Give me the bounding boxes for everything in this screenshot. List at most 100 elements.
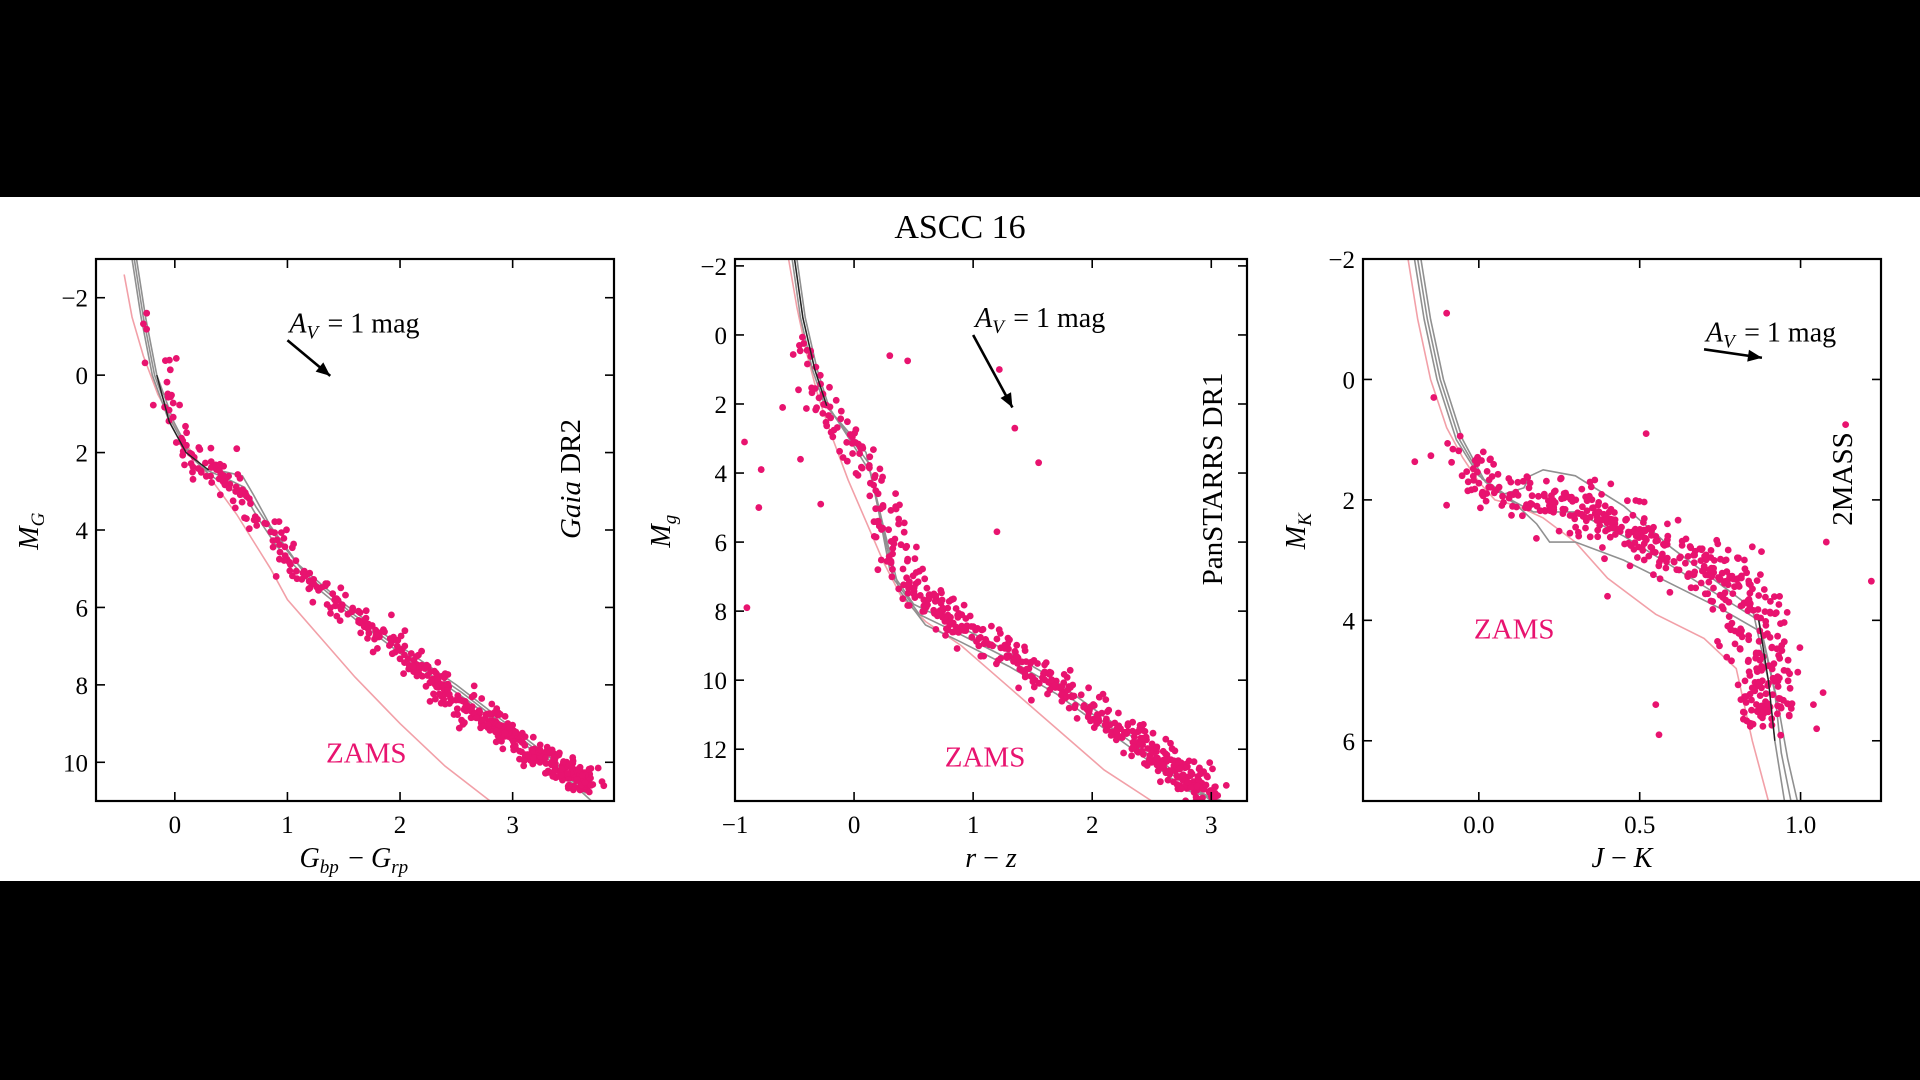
star-point (1755, 592, 1763, 599)
star-point (914, 578, 922, 586)
x-tick-label: 1.0 (1785, 812, 1816, 839)
star-point (1551, 499, 1559, 507)
star-point (454, 711, 461, 718)
star-point (1682, 535, 1690, 543)
star-point (426, 698, 434, 705)
star-point (1042, 659, 1050, 666)
star-point (1731, 627, 1739, 635)
star-point (1583, 507, 1591, 515)
star-point (166, 356, 173, 364)
x-tick-label: −1 (722, 812, 749, 839)
star-point (1758, 548, 1765, 555)
star-point (1742, 693, 1750, 700)
star-point (1458, 472, 1466, 480)
star-point (1176, 765, 1184, 773)
star-point (1444, 440, 1451, 447)
star-point (407, 650, 415, 657)
star-point (920, 596, 928, 604)
star-point (1822, 538, 1830, 546)
star-point (1652, 701, 1660, 709)
star-point (1716, 576, 1724, 583)
star-point (292, 567, 300, 575)
y-tick-label: 2 (715, 392, 728, 419)
star-point (1555, 527, 1563, 535)
star-point (1071, 704, 1079, 712)
star-point (905, 580, 912, 588)
star-point (1479, 448, 1487, 456)
figure-panel: ASCC 16 0 1 2 3 −2 0 2 4 6 8 10 Gbp − Grp MG AV = 1… (0, 197, 1920, 881)
star-point (1048, 676, 1055, 684)
star-point (216, 460, 224, 468)
star-point (1469, 465, 1477, 473)
star-point (995, 366, 1003, 373)
star-point (1069, 681, 1077, 689)
x-tick-label: 3 (1205, 812, 1218, 839)
star-point (1085, 684, 1092, 692)
star-points (741, 333, 1230, 801)
star-point (1776, 655, 1784, 662)
star-point (892, 490, 899, 497)
star-point (887, 507, 895, 514)
star-point (922, 603, 930, 611)
star-point (1209, 765, 1216, 773)
star-point (166, 366, 174, 374)
star-point (1664, 520, 1671, 528)
star-point (1463, 468, 1471, 475)
star-point (424, 672, 431, 679)
star-point (1561, 506, 1569, 513)
star-point (1713, 536, 1721, 544)
star-point (495, 722, 503, 729)
star-point (1737, 625, 1744, 633)
star-point (1756, 680, 1763, 688)
star-point (1734, 554, 1741, 562)
star-point (1640, 556, 1648, 564)
star-point (1777, 731, 1785, 739)
star-point (1519, 477, 1527, 485)
axes-frame (1361, 257, 1883, 803)
star-point (843, 457, 851, 465)
star-point (361, 615, 369, 623)
star-point (1760, 586, 1768, 593)
star-point (276, 548, 284, 556)
star-point (870, 533, 878, 540)
star-point (1131, 729, 1139, 737)
star-point (1557, 475, 1564, 483)
star-point (1523, 473, 1531, 480)
star-point (1745, 636, 1753, 644)
star-point (365, 620, 372, 628)
star-point (374, 645, 381, 652)
star-point (1533, 535, 1540, 542)
y-axis-label: MG (14, 510, 49, 550)
star-point (234, 471, 242, 478)
star-point (560, 758, 567, 765)
star-point (216, 491, 224, 499)
star-point (506, 724, 513, 732)
star-point (1786, 684, 1794, 692)
star-point (397, 632, 405, 640)
star-point (355, 607, 362, 615)
star-point (1133, 747, 1141, 755)
star-point (1616, 528, 1624, 535)
star-point (194, 465, 202, 472)
star-point (267, 528, 275, 536)
star-point (401, 627, 409, 635)
star-point (149, 401, 157, 409)
star-point (479, 722, 487, 730)
star-point (1207, 787, 1214, 794)
y-tick-label: 4 (1343, 608, 1356, 635)
star-point (1168, 745, 1176, 753)
star-point (1594, 533, 1602, 541)
star-point (569, 754, 577, 761)
star-point (1464, 478, 1472, 486)
star-point (183, 429, 191, 437)
star-point (852, 470, 860, 477)
star-point (386, 635, 394, 643)
star-point (1479, 490, 1486, 498)
star-point (470, 682, 478, 690)
star-point (1761, 608, 1769, 615)
star-point (1138, 747, 1146, 755)
star-point (243, 515, 250, 522)
star-point (1759, 714, 1766, 722)
star-point (1731, 640, 1739, 648)
star-point (1477, 504, 1484, 512)
